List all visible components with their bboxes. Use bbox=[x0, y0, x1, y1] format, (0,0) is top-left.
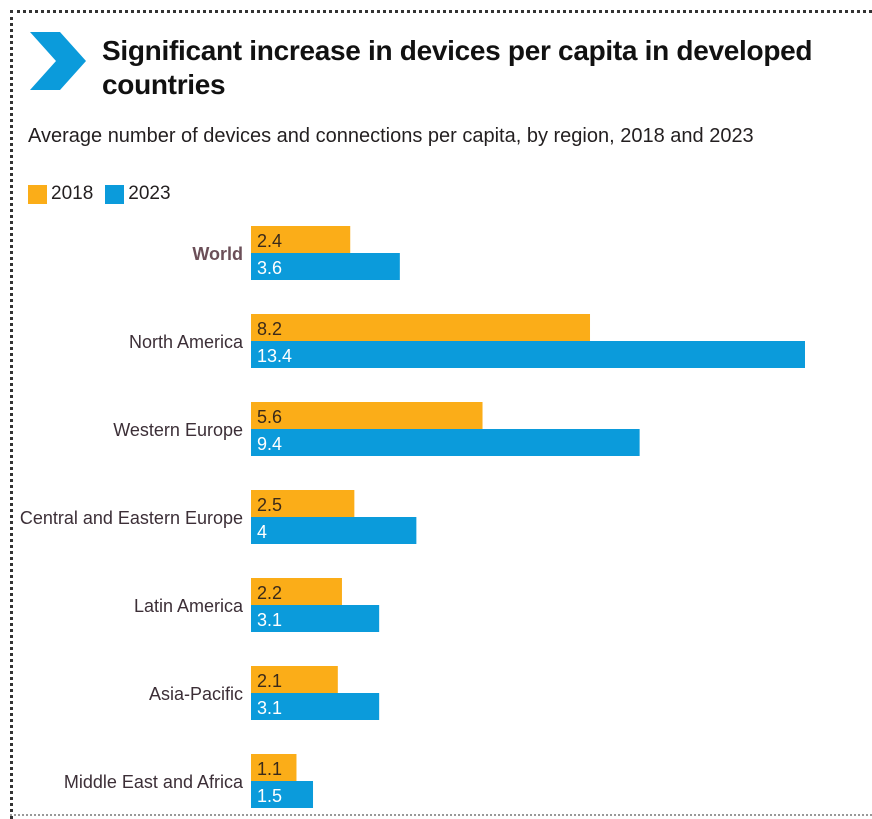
bar-2023-western-europe bbox=[251, 429, 640, 456]
chart-title: Significant increase in devices per capi… bbox=[102, 35, 813, 100]
category-label-world: World bbox=[192, 244, 243, 264]
data-label-2018-world: 2.4 bbox=[257, 231, 282, 251]
data-label-2018-central-and-eastern-europe: 2.5 bbox=[257, 495, 282, 515]
bar-2018-asia-pacific bbox=[251, 666, 338, 693]
legend-label-2023: 2023 bbox=[128, 183, 171, 204]
category-label-asia-pacific: Asia-Pacific bbox=[149, 684, 243, 704]
category-label-latin-america: Latin America bbox=[134, 596, 244, 616]
data-label-2018-western-europe: 5.6 bbox=[257, 407, 282, 427]
frame-border-top bbox=[10, 10, 872, 13]
category-label-central-and-eastern-europe: Central and Eastern Europe bbox=[20, 508, 243, 528]
bar-2023-middle-east-and-africa bbox=[251, 781, 314, 808]
bar-2018-middle-east-and-africa bbox=[251, 754, 297, 781]
category-label-middle-east-and-africa: Middle East and Africa bbox=[64, 772, 244, 792]
bar-2023-north-america bbox=[251, 341, 805, 368]
data-label-2023-middle-east-and-africa: 1.5 bbox=[257, 786, 282, 806]
bar-2018-north-america bbox=[251, 314, 591, 341]
legend-swatch-2018 bbox=[28, 184, 47, 204]
category-label-western-europe: Western Europe bbox=[113, 420, 243, 440]
bar-2023-world bbox=[251, 253, 400, 280]
data-label-2018-latin-america: 2.2 bbox=[257, 583, 282, 603]
data-label-2018-asia-pacific: 2.1 bbox=[257, 671, 282, 691]
data-label-2023-north-america: 13.4 bbox=[257, 346, 292, 366]
category-label-north-america: North America bbox=[129, 332, 244, 352]
bar-2018-central-and-eastern-europe bbox=[251, 490, 355, 517]
data-label-2023-western-europe: 9.4 bbox=[257, 434, 282, 454]
bar-2018-world bbox=[251, 226, 351, 253]
chart-subtitle: Average number of devices and connection… bbox=[28, 125, 754, 147]
frame-border-bottom bbox=[10, 814, 872, 816]
data-label-2023-world: 3.6 bbox=[257, 258, 282, 278]
frame-border-left bbox=[10, 10, 13, 819]
data-label-2018-north-america: 8.2 bbox=[257, 319, 282, 339]
bar-2023-central-and-eastern-europe bbox=[251, 517, 417, 544]
data-label-2023-asia-pacific: 3.1 bbox=[257, 698, 282, 718]
data-label-2023-central-and-eastern-europe: 4 bbox=[257, 522, 267, 542]
data-label-2018-middle-east-and-africa: 1.1 bbox=[257, 759, 282, 779]
legend: 2018 2023 bbox=[28, 181, 183, 207]
bar-2023-latin-america bbox=[251, 605, 380, 632]
data-label-2023-latin-america: 3.1 bbox=[257, 610, 282, 630]
bar-2018-western-europe bbox=[251, 402, 483, 429]
chevron-icon bbox=[30, 32, 86, 90]
legend-swatch-2023 bbox=[105, 184, 125, 204]
bar-2023-asia-pacific bbox=[251, 693, 380, 720]
legend-label-2018: 2018 bbox=[51, 183, 94, 204]
legend-item-2023: 2023 bbox=[105, 183, 171, 205]
bar-2018-latin-america bbox=[251, 578, 342, 605]
legend-item-2018: 2018 bbox=[28, 183, 93, 205]
